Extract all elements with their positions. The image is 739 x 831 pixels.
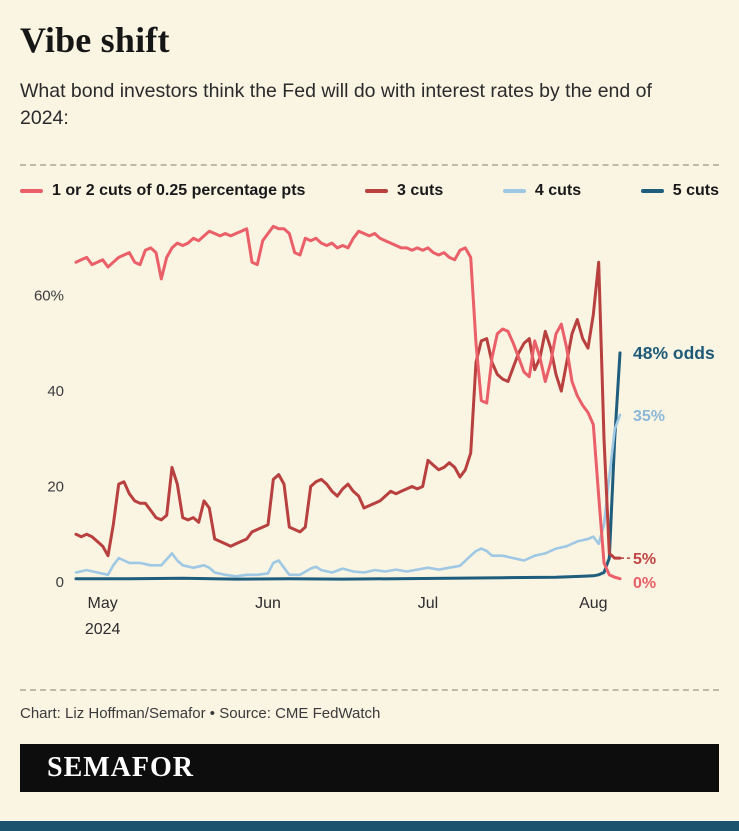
x-tick-label-aug: Aug [579, 595, 607, 612]
series-line-3-cuts [74, 261, 622, 560]
semafor-logo-bar: SEMAFOR [20, 744, 719, 793]
legend-swatch-5-cuts [640, 189, 664, 194]
y-tick-label-0: 0 [56, 574, 64, 591]
legend: 1 or 2 cuts of 0.25 percentage pts 3 cuts… [20, 182, 719, 200]
separator-top [20, 164, 719, 167]
x-tick-label-jun: Jun [255, 595, 281, 612]
x-tick-label-jul: Jul [418, 595, 438, 612]
series-line-4-cuts [74, 413, 622, 578]
end-label-1-or-2-cuts-of-0-25-percentage-pts: 0% [633, 575, 656, 592]
end-label-4-cuts: 35% [633, 408, 665, 425]
x-tick-sublabel-2024: 2024 [85, 621, 121, 638]
bottom-accent-bar [0, 821, 739, 831]
chart-title: Vibe shift [20, 20, 170, 60]
legend-swatch-4-cuts [502, 189, 526, 194]
legend-item-3-cuts: 3 cuts [365, 182, 443, 200]
legend-item-4-cuts: 4 cuts [502, 182, 582, 200]
end-label-3-cuts: 5% [633, 552, 656, 569]
end-label-5-cuts: 48% odds [633, 343, 715, 363]
legend-label-3-cuts: 3 cuts [397, 182, 444, 200]
separator-bottom [20, 689, 719, 692]
semafor-wordmark: SEMAFOR [47, 752, 194, 784]
legend-swatch-1-or-2-cuts-of-0-25-percentage-pts [20, 189, 43, 194]
legend-item-1-or-2-cuts-of-0-25-percentage-pts: 1 or 2 cuts of 0.25 percentage pts [20, 182, 305, 200]
legend-item-5-cuts: 5 cuts [640, 182, 719, 200]
legend-swatch-3-cuts [365, 189, 389, 194]
x-tick-label-may: May [88, 595, 118, 612]
series-line-5-cuts [74, 351, 622, 581]
line-chart: 0 20 40 60% May 2024 Jun Jul Aug 0% 5% 35% 48% odds [34, 225, 715, 638]
y-tick-label-20: 20 [47, 479, 64, 496]
y-tick-label-60: 60% [34, 288, 64, 305]
legend-label-4-cuts: 4 cuts [534, 182, 582, 200]
chart-credit: Chart: Liz Hoffman/Semafor • Source: CME… [20, 705, 381, 723]
chart-subtitle: What bond investors think the Fed will d… [20, 79, 652, 130]
legend-label-1-or-2-cuts-of-0-25-percentage-pts: 1 or 2 cuts of 0.25 percentage pts [52, 182, 306, 200]
y-tick-label-40: 40 [47, 383, 64, 400]
series-line-1-or-2-cuts-of-0-25-percentage-pts [74, 225, 622, 581]
legend-label-5-cuts: 5 cuts [672, 182, 719, 200]
